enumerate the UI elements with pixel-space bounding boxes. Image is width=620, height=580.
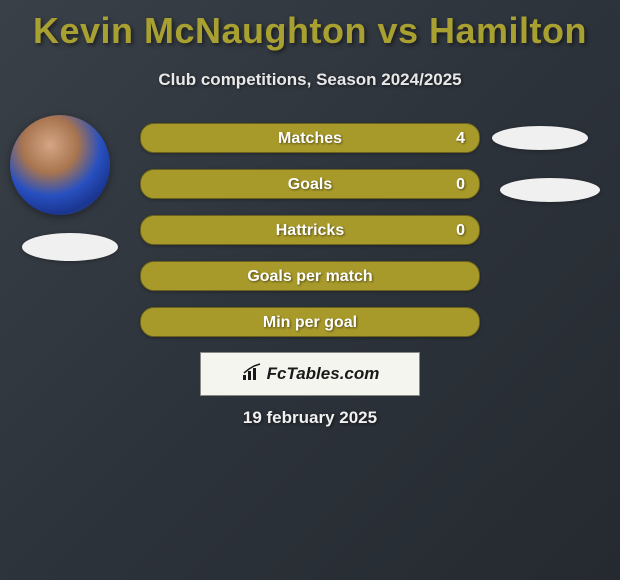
stat-label: Goals [288, 176, 332, 193]
stat-value: 0 [456, 170, 465, 200]
stat-label: Min per goal [263, 314, 357, 331]
stats-rows: Matches 4 Goals 0 Hattricks 0 Goals per … [140, 123, 480, 353]
brand-label: FcTables.com [267, 364, 380, 384]
chart-icon [241, 363, 263, 386]
stat-value: 0 [456, 216, 465, 246]
decorative-oval-left [22, 233, 118, 261]
stat-label: Matches [278, 130, 342, 147]
stat-row-goals-per-match: Goals per match [140, 261, 480, 291]
page-subtitle: Club competitions, Season 2024/2025 [0, 70, 620, 90]
stat-label: Hattricks [276, 222, 344, 239]
stat-row-matches: Matches 4 [140, 123, 480, 153]
stat-label: Goals per match [247, 268, 372, 285]
brand-badge[interactable]: FcTables.com [200, 352, 420, 396]
decorative-oval-right-2 [500, 178, 600, 202]
stat-row-min-per-goal: Min per goal [140, 307, 480, 337]
player-avatar [10, 115, 110, 215]
page-title: Kevin McNaughton vs Hamilton [0, 0, 620, 52]
decorative-oval-right-1 [492, 126, 588, 150]
stat-row-hattricks: Hattricks 0 [140, 215, 480, 245]
brand-text: FcTables.com [241, 363, 380, 386]
date-text: 19 february 2025 [0, 408, 620, 428]
stat-value: 4 [456, 124, 465, 154]
stat-row-goals: Goals 0 [140, 169, 480, 199]
